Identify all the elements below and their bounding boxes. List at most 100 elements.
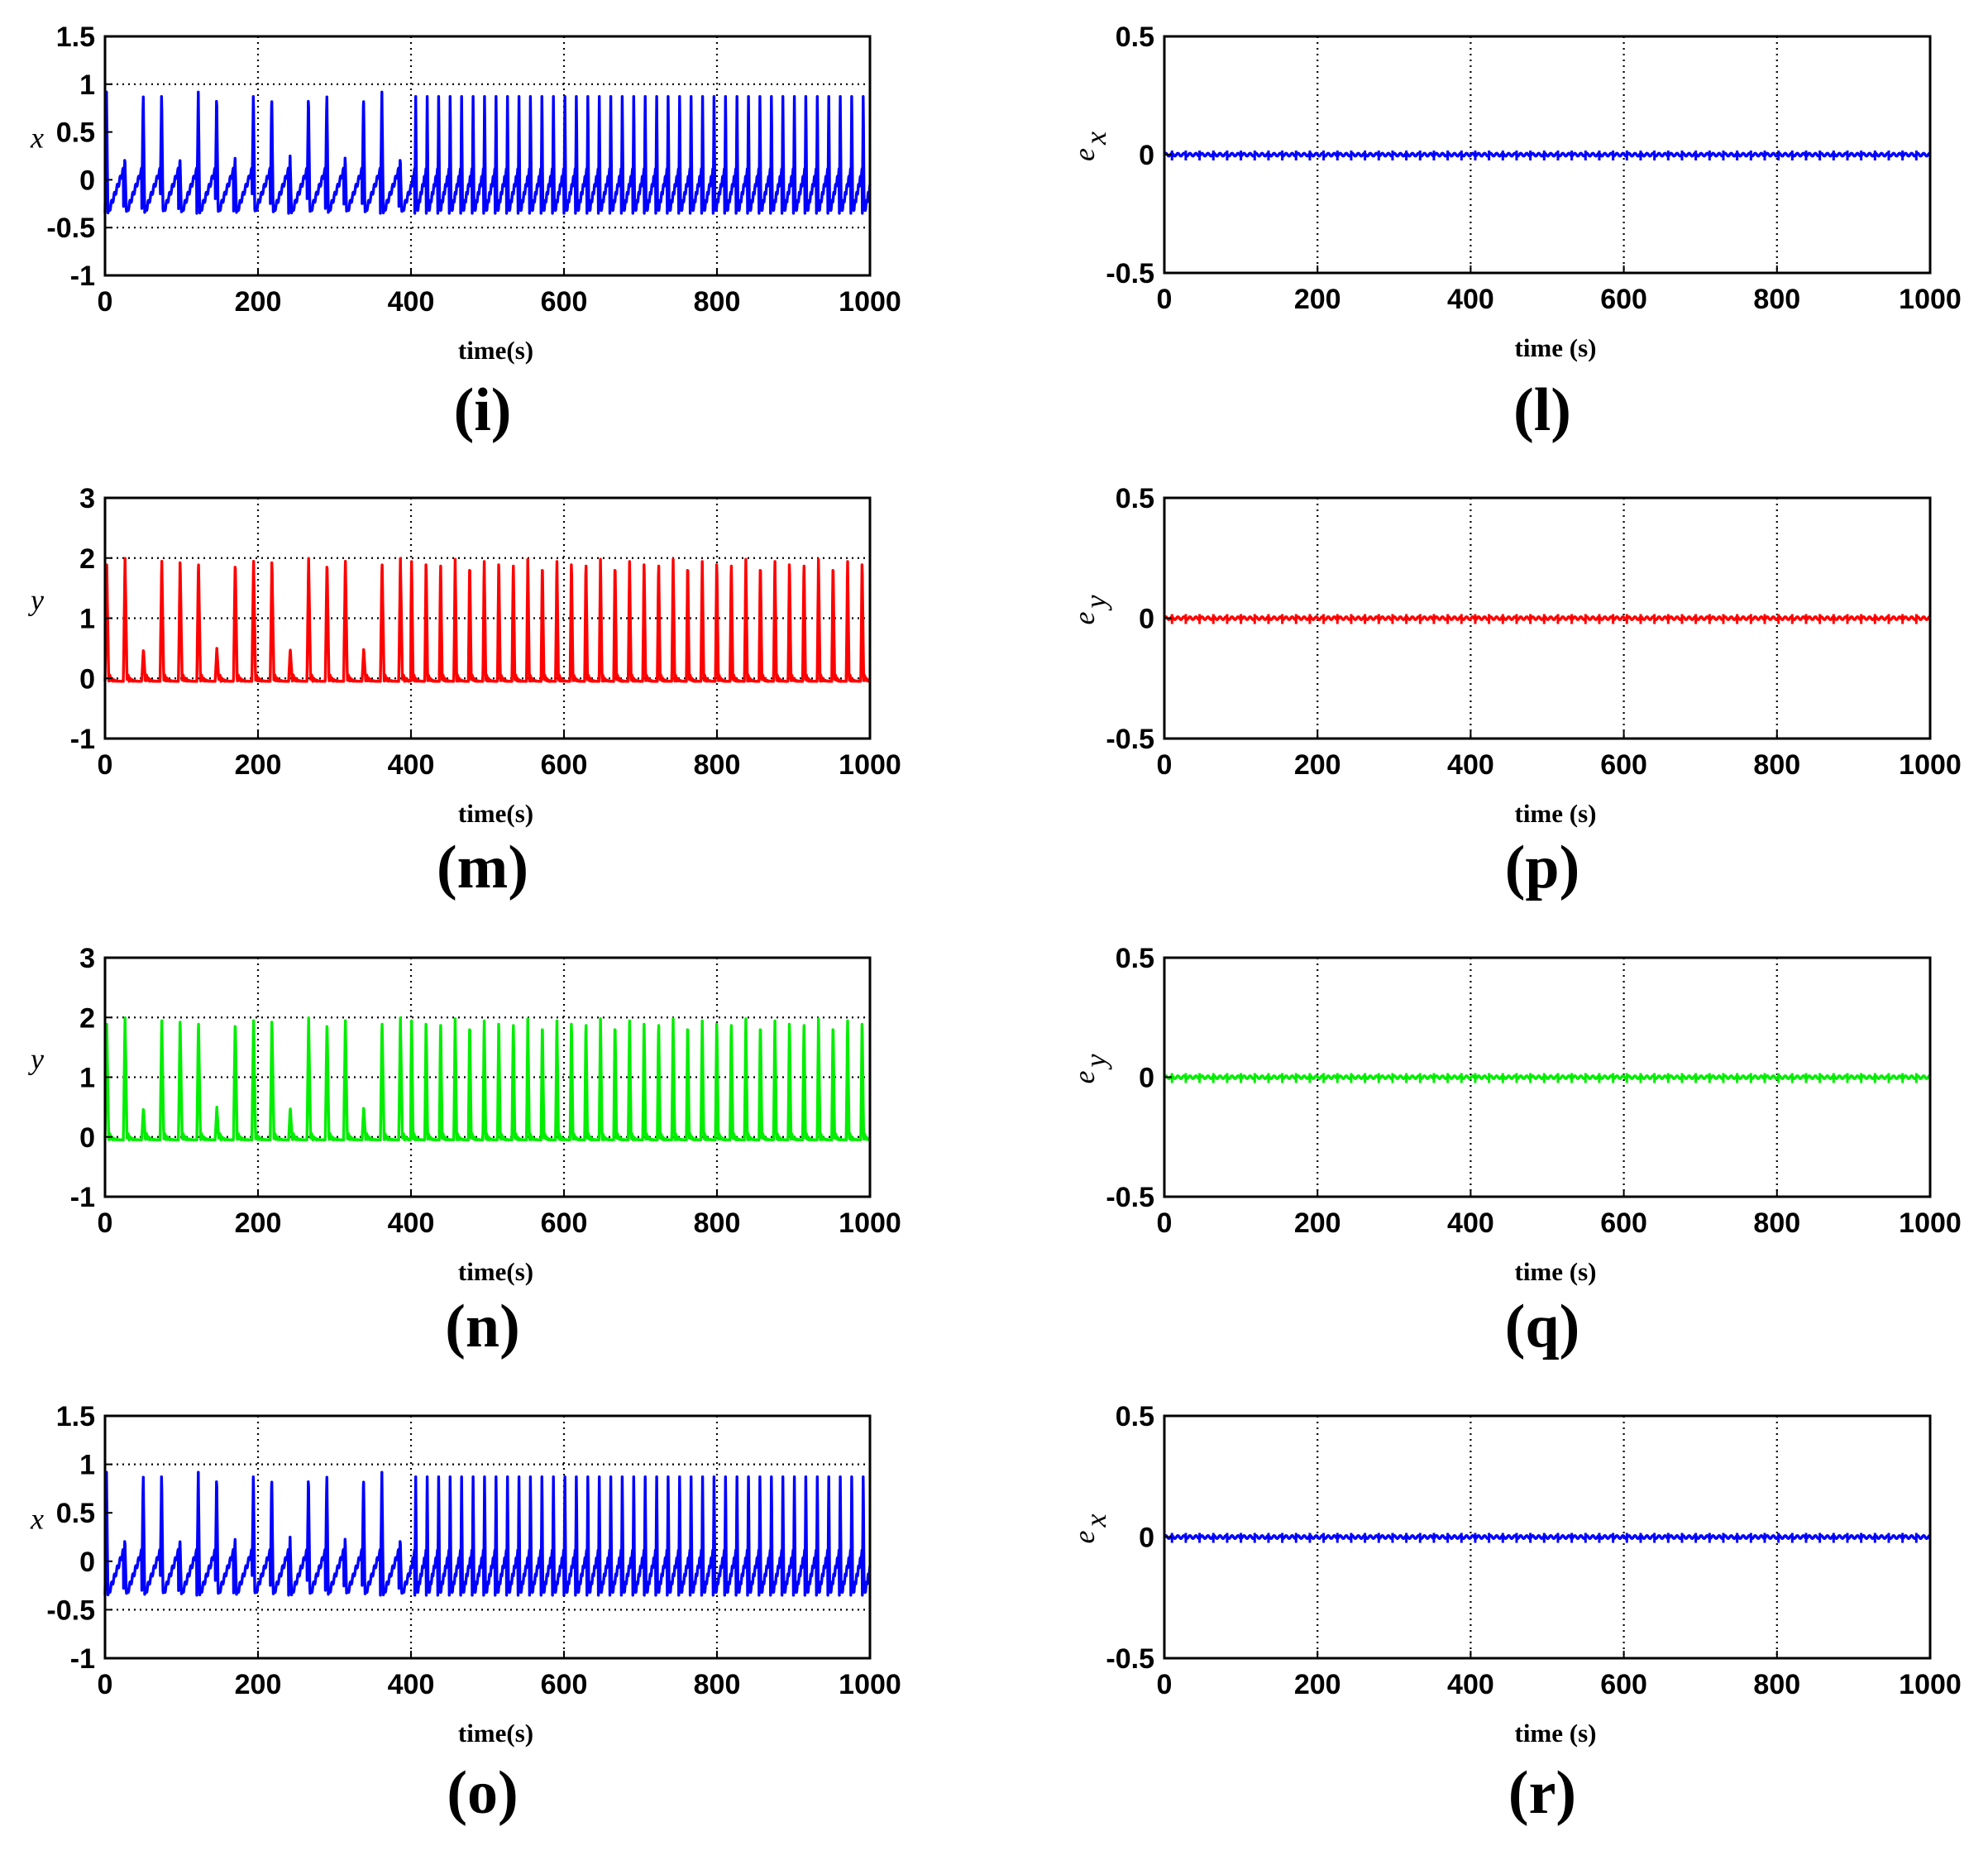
series-line-x (103, 90, 872, 215)
y-tick-label: -0.5 (1106, 1643, 1154, 1675)
y-axis-label: ex (1068, 1514, 1112, 1544)
y-tick-label: 0.5 (56, 1498, 95, 1529)
y-tick-label: -0.5 (1106, 258, 1154, 289)
x-tick-label: 200 (235, 749, 282, 781)
y-tick-label: -0.5 (1106, 1182, 1154, 1213)
y-tick-label: 0.5 (1116, 22, 1154, 53)
x-axis-label: time(s) (458, 1257, 533, 1286)
y-axis-label-main: e (1068, 1530, 1101, 1543)
x-tick-label: 600 (541, 286, 588, 318)
y-tick-label: 2 (79, 543, 95, 575)
y-axis-label-subscript: y (1079, 1054, 1112, 1070)
y-tick-label: 0.5 (1116, 483, 1154, 514)
x-tick-label: 1000 (1899, 749, 1962, 781)
series-line-x (103, 1470, 872, 1597)
y-axis-label-subscript: x (1079, 131, 1112, 146)
x-tick-label: 800 (694, 286, 741, 318)
y-tick-label: 0 (79, 165, 95, 196)
x-tick-label: 1000 (839, 749, 901, 781)
x-tick-label: 800 (1753, 1669, 1800, 1700)
y-tick-label: 0 (79, 1547, 95, 1578)
y-tick-label: 0.5 (1116, 943, 1154, 974)
x-tick-label: 0 (98, 286, 113, 318)
x-axis-label: time (s) (1515, 333, 1597, 362)
x-axis-label: time (s) (1515, 799, 1597, 828)
subplot-caption: (r) (1508, 1759, 1576, 1827)
y-axis-label-main: e (1068, 611, 1101, 624)
y-axis-label: y (28, 584, 44, 617)
subplot-caption: (n) (445, 1293, 519, 1360)
y-tick-label: 0.5 (1116, 1401, 1154, 1432)
x-axis-label: time(s) (458, 799, 533, 828)
series-line-e_x (1163, 1533, 1932, 1541)
series-line-e_x (1163, 151, 1932, 158)
y-axis-label: y (28, 1043, 44, 1076)
y-tick-label: 0 (1139, 1063, 1154, 1094)
axes-box (103, 35, 872, 277)
y-tick-label: 1.5 (56, 1401, 95, 1432)
x-axis-label: time (s) (1515, 1257, 1597, 1286)
x-tick-label: 400 (388, 286, 435, 318)
y-axis-label: ey (1068, 595, 1112, 625)
y-axis-label-main: e (1068, 148, 1101, 161)
x-tick-label: 0 (1157, 284, 1173, 315)
y-tick-label: 0 (79, 663, 95, 695)
x-tick-label: 800 (694, 1669, 741, 1700)
subplot-caption: (l) (1513, 376, 1571, 444)
y-tick-label: -1 (70, 261, 95, 292)
y-axis-label-main: e (1068, 1070, 1101, 1083)
y-tick-label: 1 (79, 1450, 95, 1481)
x-axis-label: time (s) (1515, 1719, 1597, 1748)
y-tick-label: -0.5 (46, 1595, 95, 1626)
x-tick-label: 600 (1600, 749, 1647, 781)
y-tick-label: 3 (79, 943, 95, 974)
subplot-caption: (q) (1505, 1293, 1579, 1360)
y-tick-label: 0 (79, 1122, 95, 1154)
subplot-o: 0 200 400 600 800 1000 -1 -0.5 0 0.5 1 1.5 time(s) x (… (30, 1401, 901, 1827)
y-tick-label: -1 (70, 1182, 95, 1213)
x-tick-label: 600 (1600, 1207, 1647, 1239)
series-line-y (103, 557, 872, 683)
x-tick-label: 600 (541, 1669, 588, 1700)
x-tick-label: 400 (1447, 749, 1494, 781)
y-tick-label: -1 (70, 724, 95, 755)
x-tick-label: 1000 (839, 1669, 901, 1700)
x-tick-label: 200 (235, 286, 282, 318)
y-axis-label: ey (1068, 1054, 1112, 1084)
y-axis-label: x (30, 1503, 44, 1536)
subplot-caption: (m) (437, 834, 528, 901)
y-axis-label: ex (1068, 131, 1112, 161)
x-tick-label: 200 (235, 1207, 282, 1239)
x-tick-label: 200 (235, 1669, 282, 1700)
y-tick-label: 1 (79, 69, 95, 101)
x-tick-label: 0 (98, 749, 113, 781)
subplot-caption: (o) (447, 1759, 518, 1827)
x-tick-label: 400 (388, 1669, 435, 1700)
x-tick-label: 1000 (1899, 1669, 1962, 1700)
x-tick-label: 200 (1294, 284, 1341, 315)
x-tick-label: 0 (1157, 749, 1173, 781)
x-tick-label: 800 (1753, 1207, 1800, 1239)
x-tick-label: 0 (98, 1669, 113, 1700)
x-tick-label: 1000 (839, 286, 901, 318)
x-tick-label: 400 (1447, 1207, 1494, 1239)
subplot-caption: (i) (454, 376, 512, 444)
x-tick-label: 400 (1447, 1669, 1494, 1700)
x-tick-label: 600 (541, 749, 588, 781)
x-tick-label: 1000 (839, 1207, 901, 1239)
x-tick-label: 0 (1157, 1669, 1173, 1700)
x-tick-label: 800 (1753, 284, 1800, 315)
x-axis-label: time(s) (458, 336, 533, 365)
y-tick-label: -1 (70, 1643, 95, 1675)
x-tick-label: 0 (1157, 1207, 1173, 1239)
y-axis-label: x (30, 122, 44, 155)
x-tick-label: 600 (541, 1207, 588, 1239)
y-tick-label: 0 (1139, 140, 1154, 171)
x-tick-label: 200 (1294, 1669, 1341, 1700)
y-axis-label-subscript: x (1079, 1514, 1112, 1528)
